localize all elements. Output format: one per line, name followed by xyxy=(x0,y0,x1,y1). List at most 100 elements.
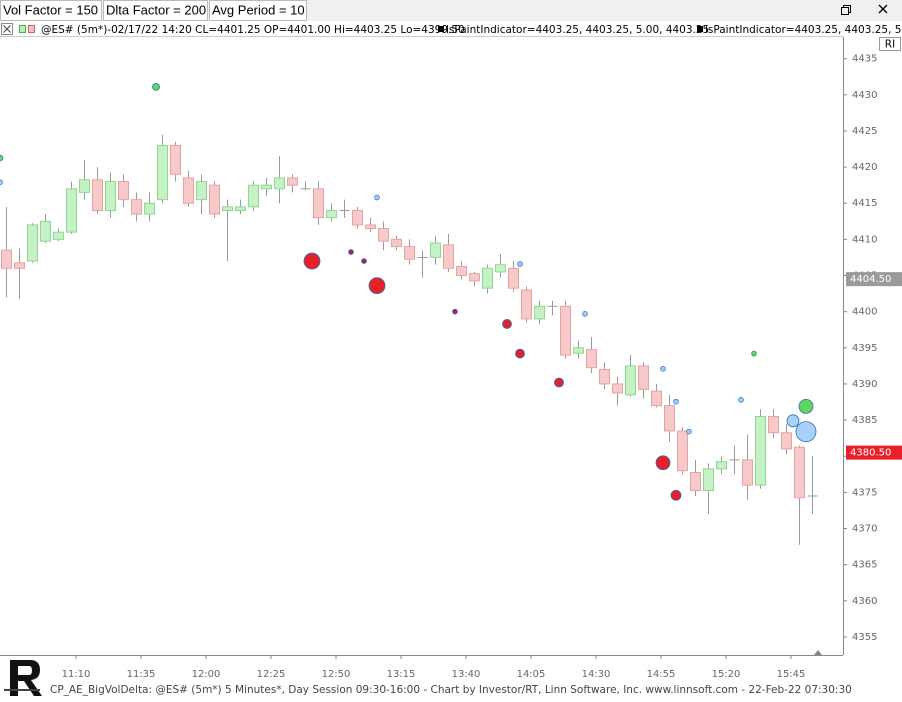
signal-dot xyxy=(303,252,321,270)
candle-body xyxy=(651,390,662,407)
candle-body xyxy=(313,188,324,219)
candle-body xyxy=(495,264,506,273)
candle-body xyxy=(625,365,636,396)
candle-body xyxy=(573,347,584,354)
candle-body xyxy=(794,446,805,499)
restore-button[interactable] xyxy=(841,5,851,15)
candle-body xyxy=(27,224,38,262)
ri-label[interactable]: RI xyxy=(885,39,895,51)
x-tick-label: 15:20 xyxy=(712,669,741,680)
candle-body xyxy=(261,184,272,190)
x-tick-label: 11:10 xyxy=(62,669,91,680)
y-tick-label: 4430 xyxy=(852,90,877,101)
x-tick-label: 15:45 xyxy=(777,669,806,680)
close-button[interactable] xyxy=(878,4,888,14)
indicator-swatch xyxy=(697,26,703,32)
input-box[interactable] xyxy=(209,0,307,21)
y-tick-label: 4375 xyxy=(852,487,877,498)
footer-text: CP_AE_BigVolDelta: @ES# (5m*) 5 Minutes*… xyxy=(50,684,852,696)
x-tick-label: 14:30 xyxy=(582,669,611,680)
candle-body xyxy=(118,181,129,201)
y-tick-label: 4360 xyxy=(852,596,877,607)
candle-body xyxy=(1,249,12,269)
candle-body xyxy=(469,273,480,282)
signal-dot xyxy=(738,397,744,403)
signal-dot xyxy=(515,348,525,359)
candle-body xyxy=(508,267,519,289)
price-label: 4404.50 xyxy=(850,274,891,285)
ri-button[interactable] xyxy=(879,37,901,51)
candle-body xyxy=(326,209,337,219)
y-tick-label: 4415 xyxy=(852,198,877,209)
y-tick-label: 4425 xyxy=(852,126,877,137)
signal-dot xyxy=(786,414,800,428)
candle-body xyxy=(521,289,532,320)
candle-body xyxy=(92,179,103,211)
y-tick-label: 4390 xyxy=(852,379,877,390)
y-tick-label: 4400 xyxy=(852,307,877,318)
candle-body xyxy=(560,305,571,356)
y-tick-label: 4385 xyxy=(852,415,877,426)
plot-area xyxy=(0,82,818,545)
candle-body xyxy=(287,177,298,186)
indicator-text: lsPaintIndicator=4403.25, 4403.25, 5.00,… xyxy=(446,24,709,36)
signal-dot xyxy=(554,377,564,388)
x-tick-label: 14:55 xyxy=(647,669,676,680)
candle-body xyxy=(781,432,792,450)
x-tick-label: 12:50 xyxy=(322,669,351,680)
candle-body xyxy=(274,177,285,190)
y-tick-label: 4420 xyxy=(852,162,877,173)
candle-body xyxy=(209,184,220,215)
down-swatch xyxy=(28,25,35,33)
signal-dot xyxy=(361,258,367,264)
price-label: 4380.50 xyxy=(850,448,891,459)
signal-dot xyxy=(751,350,757,357)
info-bar xyxy=(0,21,902,37)
input-label[interactable]: Dlta Factor = 200 xyxy=(106,2,206,17)
signal-dot xyxy=(686,428,692,435)
signal-dot xyxy=(0,179,3,186)
logo xyxy=(4,660,42,696)
candle-body xyxy=(248,184,259,208)
candle-body xyxy=(183,177,194,204)
candle-body xyxy=(534,305,545,320)
up-swatch xyxy=(19,25,26,33)
signal-dot xyxy=(348,249,354,255)
axes: 4435443044254420441544104405440043954390… xyxy=(62,54,902,680)
signal-dot xyxy=(582,311,588,317)
signal-dot xyxy=(660,365,666,372)
indicator-swatch xyxy=(438,26,444,32)
candle-body xyxy=(40,220,51,242)
input-box[interactable] xyxy=(0,0,102,21)
candle-body xyxy=(378,228,389,242)
input-label[interactable]: Avg Period = 10 xyxy=(212,2,305,17)
candle-body xyxy=(664,405,675,432)
candle-body xyxy=(66,188,77,233)
candle-body xyxy=(14,262,25,269)
candle-body xyxy=(456,265,467,277)
candle-body xyxy=(716,461,727,470)
signal-dot xyxy=(368,277,386,295)
x-tick-label: 12:00 xyxy=(192,669,221,680)
y-tick-label: 4410 xyxy=(852,234,877,245)
candle-body xyxy=(404,246,415,260)
candle-body xyxy=(170,144,181,175)
input-label[interactable]: Vol Factor = 150 xyxy=(3,2,98,17)
signal-dot xyxy=(152,82,160,91)
indicator-text: lsPaintIndicator=4403.25, 4403.25, 5.00,… xyxy=(705,24,902,36)
candle-body xyxy=(157,144,168,201)
x-tick-label: 13:40 xyxy=(452,669,481,680)
candle-body xyxy=(599,368,610,385)
candle-body xyxy=(235,206,246,211)
candle-body xyxy=(391,238,402,248)
signal-dot xyxy=(798,398,814,414)
signal-dot xyxy=(517,261,523,267)
y-tick-label: 4395 xyxy=(852,343,877,354)
input-box[interactable] xyxy=(103,0,208,21)
signal-dot xyxy=(452,308,458,315)
candle-body xyxy=(196,181,207,201)
candle-body xyxy=(365,224,376,230)
candle-body xyxy=(677,430,688,472)
x-tick-label: 11:35 xyxy=(127,669,156,680)
